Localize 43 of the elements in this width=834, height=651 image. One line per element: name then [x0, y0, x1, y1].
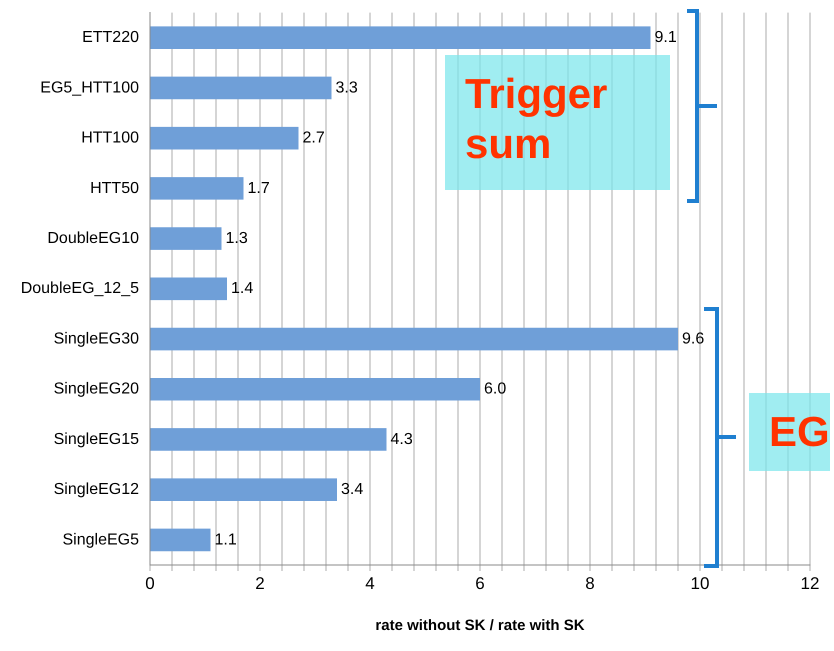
bar [150, 328, 678, 350]
bar [150, 227, 222, 250]
y-tick-label: HTT100 [81, 130, 140, 147]
data-label: 9.6 [682, 330, 704, 348]
data-label: 6.0 [484, 380, 506, 398]
data-label: 1.7 [248, 180, 270, 197]
x-tick-label: 4 [365, 574, 375, 593]
x-tick-label: 8 [585, 574, 595, 593]
bar [150, 177, 244, 200]
y-tick-label: DoubleEG10 [47, 230, 140, 247]
data-label: 3.3 [336, 79, 358, 96]
y-tick-label: SingleEG30 [54, 330, 140, 348]
data-label: 1.1 [214, 531, 237, 548]
y-tick-label: DoubleEG_12_5 [20, 280, 140, 298]
bar [150, 126, 298, 150]
data-label: 1.4 [231, 280, 254, 298]
x-tick-label: 10 [690, 574, 710, 593]
bar [150, 428, 386, 451]
bar [150, 76, 332, 100]
data-label: 1.3 [226, 230, 248, 247]
annotation: EG [749, 393, 830, 471]
bar [150, 478, 337, 501]
data-label: 3.4 [341, 481, 364, 498]
y-tick-label: EG5_HTT100 [40, 79, 140, 96]
bar [150, 278, 227, 300]
bar [150, 528, 210, 552]
y-tick-label: HTT50 [90, 180, 140, 197]
x-axis-title: rate without SK / rate with SK [375, 617, 585, 634]
y-tick-label: SingleEG5 [62, 531, 140, 548]
y-tick-label: ETT220 [82, 29, 140, 46]
x-tick-label: 6 [475, 574, 485, 593]
data-label: 9.1 [654, 29, 677, 46]
x-tick-label: 12 [800, 574, 820, 593]
data-label: 4.3 [390, 430, 413, 448]
x-tick-label: 0 [145, 574, 155, 593]
y-tick-label: SingleEG15 [54, 430, 140, 448]
bar [150, 26, 650, 50]
y-tick-label: SingleEG12 [54, 481, 140, 498]
x-tick-label: 2 [255, 574, 265, 593]
y-tick-label: SingleEG20 [54, 380, 140, 398]
annotation: Trigger sum [445, 55, 670, 190]
data-label: 2.7 [302, 130, 325, 147]
bar [150, 378, 480, 401]
